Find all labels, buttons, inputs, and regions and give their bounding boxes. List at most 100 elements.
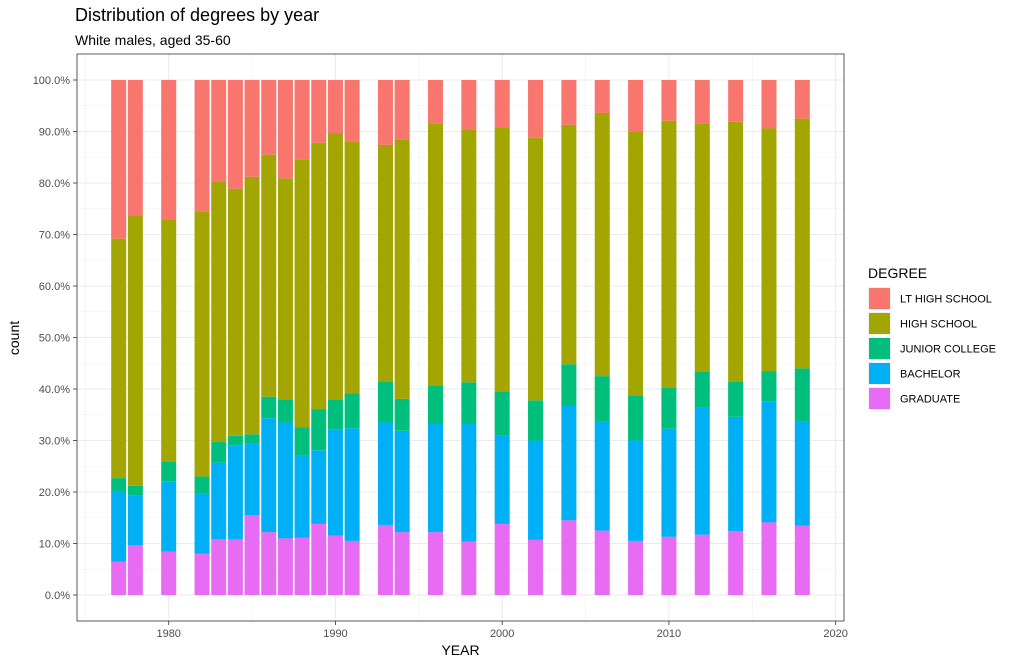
bar-1980-lt-high-school [161,80,177,220]
bar-1996-bachelor [427,423,443,533]
bar-2008-lt-high-school [628,80,644,133]
y-tick-label: 60.0% [39,281,70,293]
bar-1980-high-school [161,219,177,462]
bar-2004-bachelor [561,405,577,521]
y-tick-label: 0.0% [45,590,70,602]
bar-2000-bachelor [494,435,510,524]
bar-2004-high-school [561,124,577,365]
bar-1991-high-school [344,141,360,394]
bar-1988-graduate [294,537,310,595]
y-tick-label: 90.0% [39,127,70,139]
bar-2010-junior-college [661,387,677,429]
bar-1982-graduate [194,553,210,595]
bar-2018-bachelor [794,421,810,526]
bar-1996-graduate [427,532,443,595]
bar-1985-lt-high-school [244,80,260,177]
bar-2010-lt-high-school [661,80,677,121]
bar-1977-lt-high-school [111,80,127,239]
bar-1977-graduate [111,561,127,595]
bar-2006-bachelor [594,421,610,531]
bar-2010-graduate [661,536,677,595]
bar-1990-high-school [327,133,343,400]
legend-label-high-school: HIGH SCHOOL [900,319,977,331]
bar-2002-high-school [528,137,544,401]
bar-2014-bachelor [728,416,744,532]
y-tick-label: 100.0% [33,75,71,87]
bar-2006-junior-college [594,376,610,422]
bar-1984-lt-high-school [227,80,243,189]
legend-label-lt-high-school: LT HIGH SCHOOL [900,294,992,306]
bar-1989-junior-college [311,409,327,451]
bar-2004-junior-college [561,364,577,406]
bar-1985-high-school [244,176,260,435]
bar-2012-junior-college [694,372,710,408]
legend-swatch-graduate [869,388,890,409]
bar-2016-lt-high-school [761,80,777,129]
bar-2000-lt-high-school [494,80,510,128]
bar-1998-bachelor [461,423,477,542]
legend-label-graduate: GRADUATE [900,394,960,406]
bar-2012-bachelor [694,407,710,535]
y-tick-label: 20.0% [39,487,70,499]
bar-1990-graduate [327,535,343,595]
bar-1986-lt-high-school [261,80,277,155]
x-tick-label: 1990 [323,628,347,640]
bar-1993-high-school [377,144,393,382]
bar-1990-lt-high-school [327,80,343,134]
bar-1983-lt-high-school [211,80,227,182]
bar-1987-bachelor [277,422,293,539]
bar-1991-bachelor [344,428,360,541]
bar-1990-junior-college [327,399,343,430]
bar-2008-junior-college [628,395,644,441]
bar-1996-high-school [427,123,443,386]
bar-2008-graduate [628,540,644,595]
bar-1996-junior-college [427,385,443,424]
bar-2002-lt-high-school [528,80,544,138]
bar-2002-graduate [528,539,544,595]
bar-2014-high-school [728,121,744,382]
bar-2018-junior-college [794,368,810,422]
bar-2014-lt-high-school [728,80,744,122]
bar-1977-bachelor [111,490,127,562]
x-tick-label: 2010 [657,628,681,640]
bar-2000-junior-college [494,391,510,436]
bar-2012-high-school [694,123,710,373]
bar-1984-junior-college [227,435,243,446]
bar-1991-lt-high-school [344,80,360,142]
bar-1984-high-school [227,188,243,436]
bars [111,80,810,595]
bar-1989-high-school [311,142,327,410]
x-tick-label: 2000 [490,628,514,640]
bar-1991-graduate [344,540,360,595]
bar-1982-bachelor [194,493,210,554]
bar-1982-junior-college [194,476,210,494]
legend-swatch-high-school [869,313,890,334]
bar-1982-lt-high-school [194,80,210,212]
bar-1980-bachelor [161,481,177,552]
bar-2016-junior-college [761,371,777,402]
bar-1989-graduate [311,523,327,595]
bar-2012-graduate [694,534,710,595]
bar-1977-junior-college [111,478,127,491]
bar-1980-junior-college [161,461,177,482]
y-axis: 0.0% 10.0% 20.0% 30.0% 40.0% 50.0% 60.0% 70.0% 8… [33,75,77,602]
bar-2016-high-school [761,128,777,372]
bar-1978-high-school [127,215,143,486]
bar-2008-bachelor [628,440,644,541]
legend: DEGREE LT HIGH SCHOOL HIGH SCHOOL JUNIOR C… [868,265,996,410]
bar-2016-bachelor [761,401,777,523]
bar-1977-high-school [111,238,127,479]
legend-swatch-lt-high-school [869,288,890,309]
legend-label-junior-college: JUNIOR COLLEGE [900,344,996,356]
bar-1980-graduate [161,551,177,595]
bar-1978-junior-college [127,485,143,496]
bar-1989-lt-high-school [311,80,327,143]
bar-1994-junior-college [394,398,410,431]
bar-1985-graduate [244,515,260,595]
bar-1984-bachelor [227,445,243,540]
plot-panel [76,53,845,622]
bar-2006-lt-high-school [594,80,610,113]
bar-2010-high-school [661,120,677,388]
bar-1987-graduate [277,538,293,595]
